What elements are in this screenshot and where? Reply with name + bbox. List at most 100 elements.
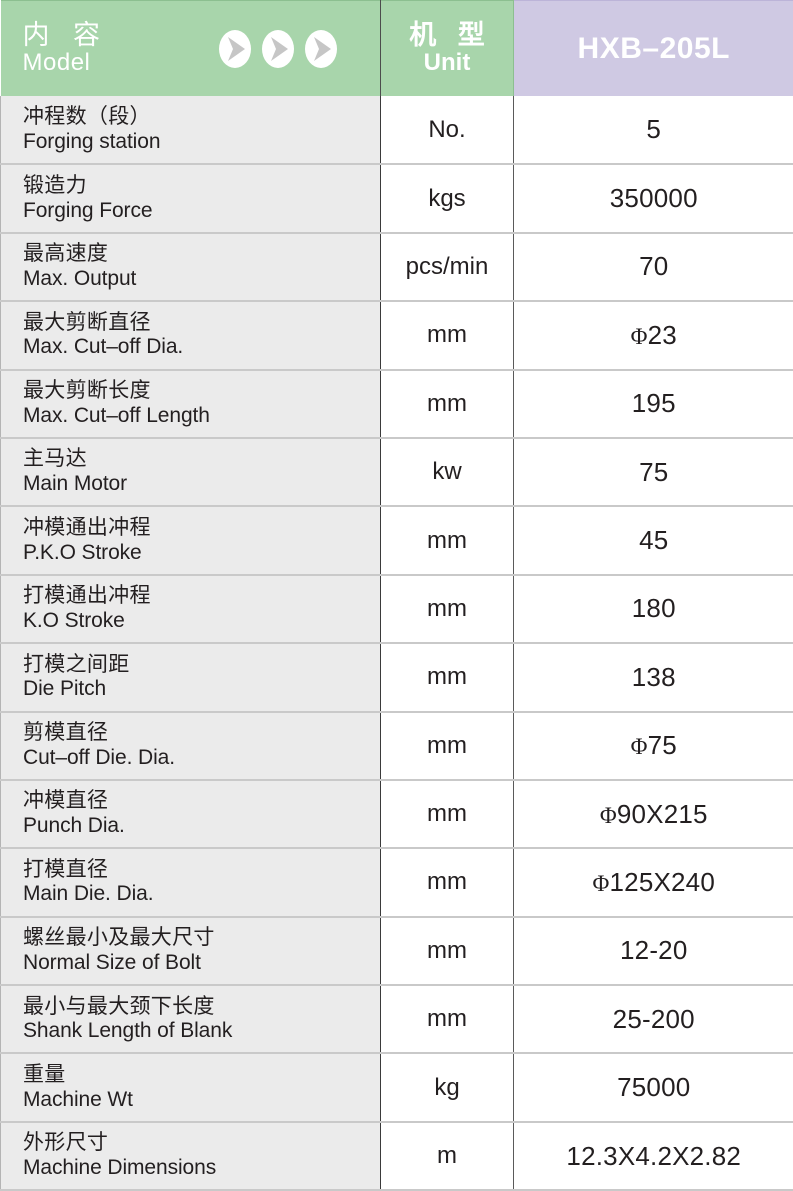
- diameter-phi-symbol: Φ: [600, 803, 617, 828]
- spec-value-number: 125X240: [610, 867, 716, 897]
- spec-unit-text: pcs/min: [406, 253, 489, 280]
- spec-unit-cell: kg: [381, 1053, 514, 1121]
- header-unit-chinese: 机 型: [381, 20, 513, 50]
- spec-value-cell: Φ75: [514, 712, 793, 780]
- spec-unit-text: No.: [428, 116, 465, 143]
- header-cell-content: 内 容 Model: [1, 1, 381, 97]
- spec-unit-text: mm: [427, 595, 467, 622]
- chevron-right-circle-icon: [304, 29, 338, 69]
- header-model-label-block: 内 容 Model: [23, 20, 109, 77]
- spec-unit-text: kgs: [428, 185, 465, 212]
- spec-value-text: 75000: [617, 1072, 690, 1102]
- spec-unit-text: mm: [427, 390, 467, 417]
- spec-unit-cell: m: [381, 1122, 514, 1190]
- spec-unit-cell: mm: [381, 848, 514, 916]
- chevron-right-circle-icon: [218, 29, 252, 69]
- spec-value-text: 195: [632, 388, 676, 418]
- spec-unit-cell: kw: [381, 438, 514, 506]
- spec-unit-text: kg: [434, 1074, 459, 1101]
- header-cell-model-number: HXB–205L: [514, 1, 793, 97]
- spec-value-cell: 70: [514, 233, 793, 301]
- spec-label-chinese: 剪模直径: [23, 721, 380, 746]
- spec-label-english: Machine Dimensions: [23, 1156, 380, 1181]
- spec-label-english: Max. Output: [23, 267, 380, 292]
- diameter-phi-symbol: Φ: [592, 871, 609, 896]
- spec-value-cell: 45: [514, 506, 793, 574]
- header-cell-unit: 机 型 Unit: [381, 1, 514, 97]
- spec-unit-text: mm: [427, 937, 467, 964]
- spec-value-text: 180: [632, 593, 676, 623]
- spec-label-english: Cut–off Die. Dia.: [23, 746, 380, 771]
- spec-value-text: 12.3X4.2X2.82: [566, 1141, 741, 1171]
- spec-value-cell: 12-20: [514, 917, 793, 985]
- spec-value-cell: 180: [514, 575, 793, 643]
- header-unit-english: Unit: [381, 50, 513, 77]
- header-name-chinese: 内 容: [23, 20, 109, 50]
- spec-label-chinese: 最大剪断长度: [23, 379, 380, 404]
- spec-label-chinese: 打模通出冲程: [23, 584, 380, 609]
- spec-value-text: 45: [639, 525, 668, 555]
- spec-value-number: 90X215: [617, 799, 708, 829]
- spec-label-english: Forging Force: [23, 199, 380, 224]
- spec-value-cell: 75000: [514, 1053, 793, 1121]
- spec-unit-cell: pcs/min: [381, 233, 514, 301]
- spec-label-chinese: 冲模直径: [23, 789, 380, 814]
- spec-label-english: Forging station: [23, 130, 380, 155]
- spec-label-english: Normal Size of Bolt: [23, 951, 380, 976]
- spec-unit-cell: No.: [381, 96, 514, 164]
- spec-value-number: 75: [648, 730, 677, 760]
- spec-unit-text: kw: [432, 458, 461, 485]
- spec-value-text: 5: [646, 114, 661, 144]
- spec-label-chinese: 打模直径: [23, 858, 380, 883]
- spec-unit-cell: mm: [381, 780, 514, 848]
- spec-label-english: Shank Length of Blank: [23, 1019, 380, 1044]
- spec-label-chinese: 锻造力: [23, 174, 380, 199]
- spec-value-cell: 195: [514, 370, 793, 438]
- spec-value-cell: 138: [514, 643, 793, 711]
- spec-unit-cell: mm: [381, 712, 514, 780]
- spec-label-english: P.K.O Stroke: [23, 541, 380, 566]
- spec-label-chinese: 外形尺寸: [23, 1131, 380, 1156]
- spec-value-number: 23: [648, 320, 677, 350]
- spec-value-text: Φ90X215: [600, 799, 708, 829]
- spec-label-english: Max. Cut–off Length: [23, 404, 380, 429]
- spec-value-cell: 12.3X4.2X2.82: [514, 1122, 793, 1190]
- spec-value-text: 25-200: [613, 1004, 695, 1034]
- spec-value-text: Φ23: [631, 320, 677, 350]
- spec-unit-cell: mm: [381, 301, 514, 369]
- spec-unit-cell: kgs: [381, 164, 514, 232]
- spec-label-chinese: 冲模通出冲程: [23, 516, 380, 541]
- spec-unit-text: mm: [427, 1005, 467, 1032]
- spec-unit-cell: mm: [381, 370, 514, 438]
- spec-label-english: Main Motor: [23, 472, 380, 497]
- spec-unit-text: mm: [427, 663, 467, 690]
- spec-label-chinese: 最高速度: [23, 242, 380, 267]
- spec-label-chinese: 打模之间距: [23, 653, 380, 678]
- spec-label-chinese: 最大剪断直径: [23, 311, 380, 336]
- spec-unit-cell: mm: [381, 575, 514, 643]
- model-number: HXB–205L: [514, 32, 793, 66]
- spec-unit-text: mm: [427, 868, 467, 895]
